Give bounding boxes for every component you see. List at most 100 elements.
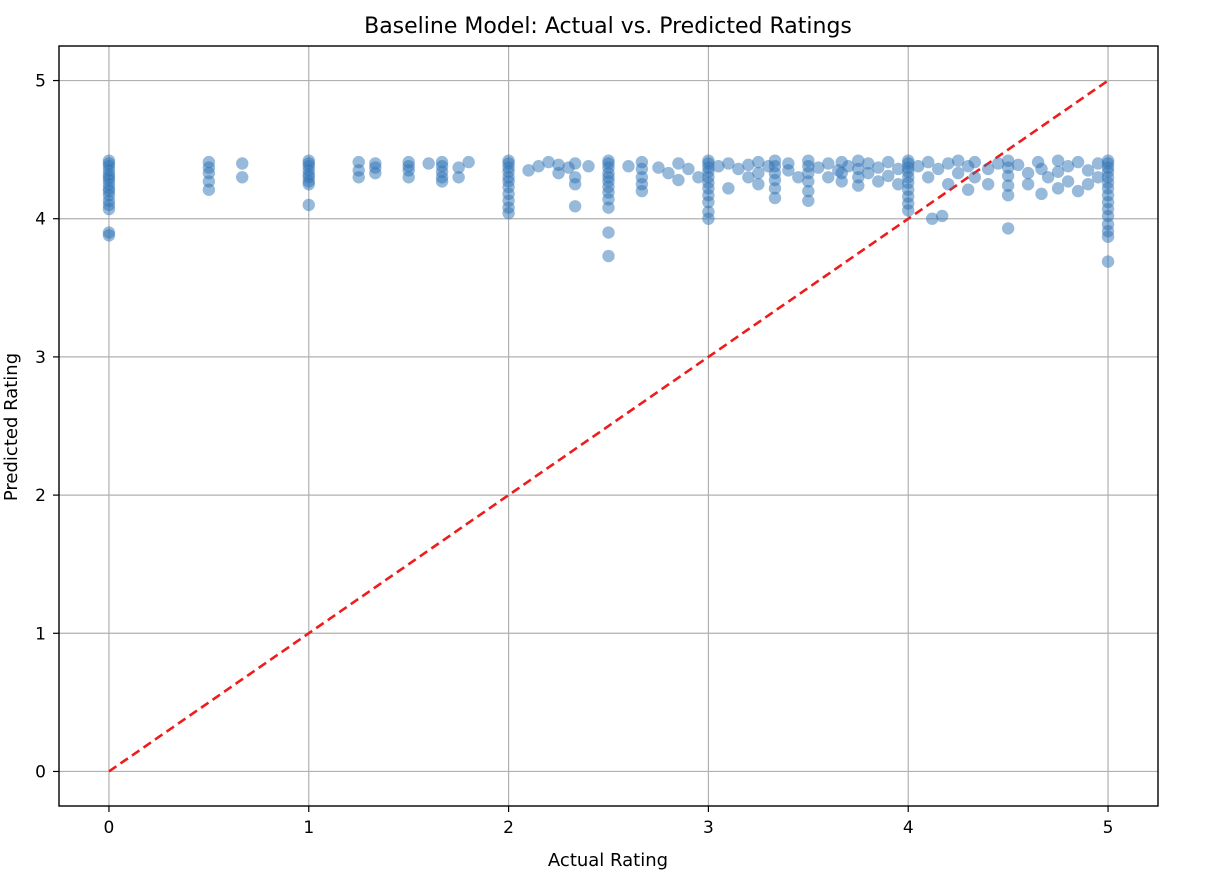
- data-point: [935, 209, 949, 223]
- data-point: [202, 183, 216, 196]
- data-point: [968, 171, 981, 184]
- data-point: [682, 162, 695, 176]
- data-point: [742, 158, 755, 172]
- y-tick-label: 5: [35, 72, 46, 92]
- data-point: [1091, 171, 1105, 184]
- data-point: [402, 171, 415, 184]
- x-tick-label: 0: [104, 818, 115, 838]
- data-point: [722, 182, 735, 195]
- data-point: [1101, 230, 1115, 243]
- data-point: [932, 162, 945, 176]
- data-point: [1021, 166, 1035, 180]
- data-point: [602, 249, 615, 263]
- y-axis-label: Predicted Rating: [1, 353, 22, 501]
- data-point: [692, 171, 705, 184]
- data-point: [582, 160, 595, 173]
- data-point: [752, 166, 765, 180]
- data-point: [1001, 189, 1015, 202]
- data-point: [1101, 255, 1115, 268]
- x-tick-label: 4: [903, 818, 914, 838]
- x-tick-label: 1: [303, 818, 314, 838]
- data-point: [635, 184, 649, 198]
- y-axis-ticks: 0 1 2 3 4 5: [35, 72, 59, 782]
- y-tick-label: 4: [35, 210, 46, 230]
- data-point: [1071, 155, 1085, 169]
- data-point: [782, 164, 795, 177]
- data-point: [1071, 184, 1085, 198]
- data-point: [422, 157, 435, 170]
- data-point: [922, 171, 935, 184]
- data-point: [542, 155, 555, 169]
- data-point: [532, 160, 545, 173]
- data-point: [802, 194, 815, 207]
- data-point: [1041, 171, 1055, 184]
- data-point: [882, 155, 895, 169]
- data-point: [981, 162, 995, 176]
- data-point: [1001, 222, 1015, 235]
- data-point: [712, 160, 725, 173]
- data-point: [702, 212, 715, 225]
- data-point: [732, 162, 745, 176]
- data-point: [951, 154, 965, 167]
- data-point: [941, 157, 955, 170]
- data-point: [968, 155, 981, 169]
- data-point: [502, 207, 515, 220]
- data-point: [892, 162, 905, 176]
- data-point: [302, 198, 315, 212]
- data-point: [742, 171, 755, 184]
- data-point: [602, 201, 615, 214]
- data-point: [102, 229, 116, 242]
- data-point: [352, 171, 365, 184]
- plot-frame: [58, 45, 1159, 807]
- data-point: [892, 177, 905, 191]
- y-tick-label: 0: [35, 762, 46, 782]
- data-point: [568, 157, 582, 170]
- data-point: [872, 175, 885, 188]
- data-point: [1001, 179, 1015, 192]
- data-points: [102, 154, 1115, 268]
- data-point: [961, 183, 975, 196]
- data-point: [912, 160, 925, 173]
- data-point: [652, 161, 665, 174]
- y-tick-label: 1: [35, 624, 46, 644]
- x-axis-label: Actual Rating: [548, 850, 668, 871]
- x-axis-ticks: 0 1 2 3 4 5: [104, 806, 1114, 838]
- data-point: [1051, 154, 1065, 167]
- data-point: [236, 171, 249, 184]
- data-point: [941, 177, 955, 191]
- data-point: [672, 173, 685, 187]
- data-point: [302, 177, 315, 191]
- data-point: [236, 157, 249, 170]
- data-point: [822, 171, 835, 184]
- data-point: [672, 157, 685, 170]
- data-point: [102, 202, 116, 216]
- data-point: [852, 179, 865, 192]
- data-point: [902, 204, 915, 217]
- data-point: [452, 161, 465, 174]
- data-point: [1035, 162, 1048, 176]
- data-point: [369, 166, 382, 180]
- data-point: [622, 160, 635, 173]
- data-point: [552, 158, 565, 172]
- data-point: [768, 191, 782, 205]
- data-point: [842, 160, 855, 173]
- data-point: [792, 171, 805, 184]
- data-point: [662, 166, 675, 180]
- data-point: [1051, 165, 1065, 178]
- data-point: [951, 166, 965, 180]
- data-point: [981, 177, 995, 191]
- data-point: [872, 161, 885, 174]
- data-point: [1035, 187, 1048, 201]
- data-point: [1021, 177, 1035, 191]
- data-point: [568, 200, 582, 213]
- data-point: [835, 175, 848, 188]
- y-tick-label: 2: [35, 486, 46, 506]
- x-tick-label: 3: [703, 818, 714, 838]
- data-point: [1061, 175, 1075, 188]
- x-tick-label: 5: [1103, 818, 1114, 838]
- data-point: [435, 175, 449, 188]
- data-point: [1051, 182, 1065, 195]
- data-point: [568, 177, 582, 191]
- data-point: [802, 175, 815, 188]
